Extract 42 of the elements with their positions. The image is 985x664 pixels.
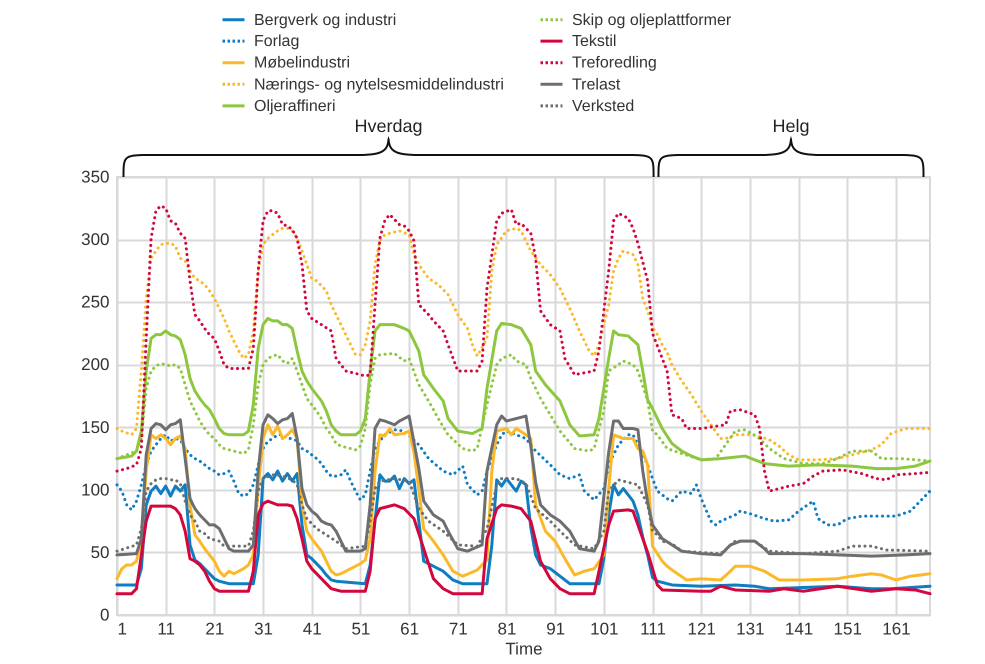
x-tick-label: 121: [688, 620, 716, 638]
x-tick-label: 131: [736, 620, 765, 638]
legend-label: Nærings- og nytelsesmiddelindustri: [254, 76, 504, 94]
legend-label: Forlag: [254, 33, 300, 50]
x-tick-label: 41: [302, 620, 322, 638]
y-tick-label: 100: [81, 480, 110, 500]
legend-label: Møbelindustri: [254, 54, 350, 72]
x-tick-label: 51: [351, 620, 370, 638]
x-tick-label: 161: [882, 620, 911, 638]
y-tick-label: 0: [100, 606, 110, 624]
x-tick-label: 141: [784, 620, 814, 638]
legend-label: Tekstil: [572, 33, 616, 50]
x-tick-label: 21: [205, 620, 224, 638]
text: Hverdag: [354, 116, 423, 136]
x-tick-label: 61: [400, 620, 420, 638]
legend-label: Oljeraffineri: [254, 98, 336, 115]
y-tick-label: 150: [81, 418, 110, 437]
line-series: [116, 412, 932, 558]
x-tick-label: 71: [448, 620, 468, 638]
x-tick-label: 81: [498, 620, 516, 638]
x-tick-label: 151: [834, 620, 862, 638]
y-tick-label: 350: [81, 168, 110, 186]
legend-label: Bergverk og industri: [254, 12, 396, 29]
line-series: [116, 226, 932, 462]
text: Helg: [772, 116, 810, 136]
legend-label: Skip og oljeplattformer: [572, 12, 732, 29]
x-tick-label: 11: [157, 620, 176, 638]
legend-label: Trelast: [572, 76, 621, 94]
x-axis-title: Time: [505, 640, 543, 658]
y-tick-label: 200: [81, 355, 110, 374]
x-tick-label: 91: [546, 620, 566, 638]
x-tick-label: 101: [590, 620, 619, 638]
y-tick-label: 300: [81, 230, 110, 250]
x-tick-label: 1: [118, 620, 127, 638]
y-tick-label: 50: [90, 542, 110, 562]
line-series: [116, 428, 932, 526]
legend-label: Verksted: [572, 98, 634, 115]
x-tick-label: 31: [254, 620, 274, 638]
x-tick-label: 111: [640, 620, 666, 638]
legend-label: Treforedling: [572, 54, 657, 72]
line-series: [116, 500, 932, 596]
y-tick-label: 250: [81, 292, 110, 312]
